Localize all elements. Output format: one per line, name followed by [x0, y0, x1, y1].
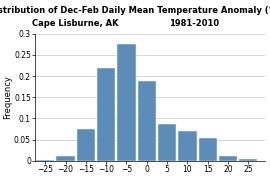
Text: 1981-2010: 1981-2010 — [169, 19, 220, 28]
Bar — [56, 156, 75, 161]
Bar — [178, 131, 197, 161]
Bar — [138, 81, 156, 161]
Bar — [158, 124, 176, 161]
Bar — [97, 68, 115, 161]
Bar — [199, 138, 217, 161]
Text: Distribution of Dec-Feb Daily Mean Temperature Anomaly (°C): Distribution of Dec-Feb Daily Mean Tempe… — [0, 6, 270, 15]
Text: Cape Lisburne, AK: Cape Lisburne, AK — [32, 19, 119, 28]
Bar — [239, 159, 258, 161]
Bar — [117, 44, 136, 161]
Bar — [77, 129, 95, 161]
Bar — [36, 160, 54, 161]
Bar — [219, 156, 237, 161]
Y-axis label: Frequency: Frequency — [4, 75, 12, 119]
